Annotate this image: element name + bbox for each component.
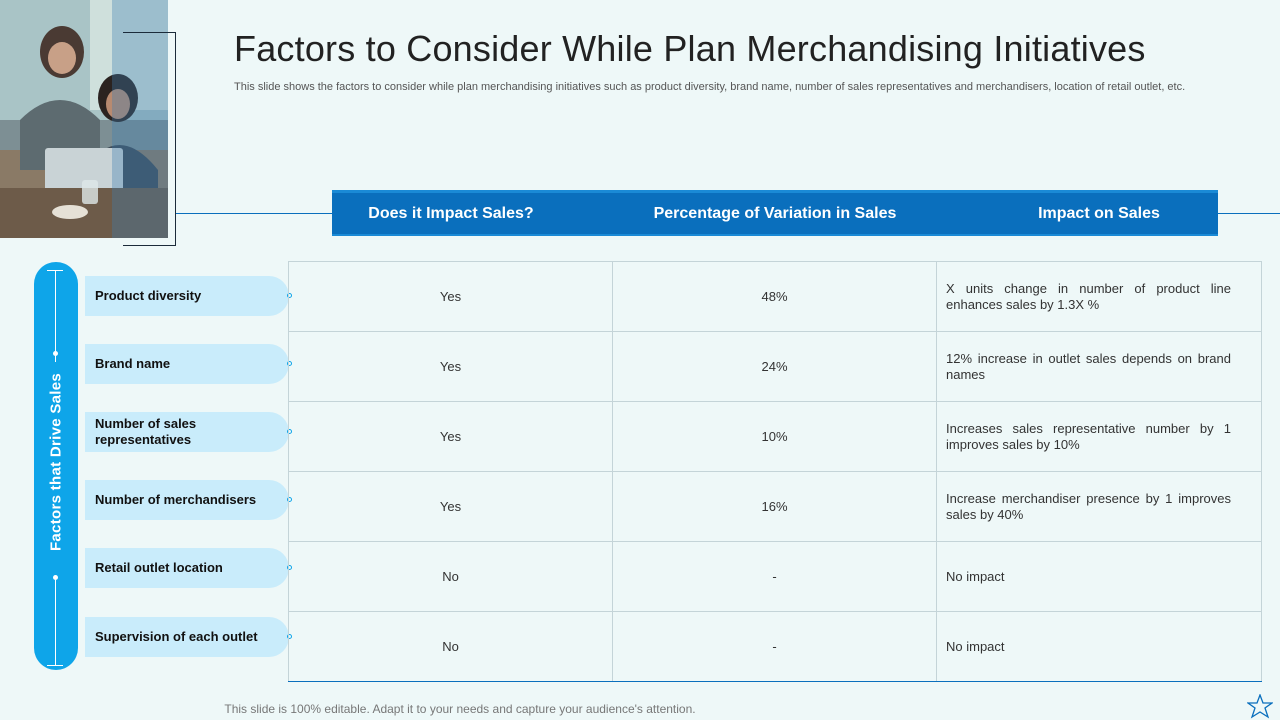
variation-cell: - <box>612 611 937 682</box>
header-photo <box>0 0 168 238</box>
impact-cell: No <box>288 611 613 682</box>
factors-table: Yes 48% X units change in number of prod… <box>288 261 1262 682</box>
description-cell: Increase merchandiser presence by 1 impr… <box>936 471 1262 542</box>
table-row: Yes 24% 12% increase in outlet sales dep… <box>288 331 1262 402</box>
side-bar-line-top <box>55 270 56 362</box>
table-row: No - No impact <box>288 611 1262 682</box>
header-line-right <box>1217 213 1280 214</box>
table-header: Does it Impact Sales? Percentage of Vari… <box>332 190 1218 236</box>
factor-label: Retail outlet location <box>85 548 292 588</box>
table-row: Yes 48% X units change in number of prod… <box>288 261 1262 332</box>
side-bar-tick-bottom <box>47 665 63 666</box>
side-bar-line-bottom <box>55 580 56 666</box>
factor-label: Supervision of each outlet <box>85 617 292 657</box>
header-col-impact: Does it Impact Sales? <box>368 205 534 222</box>
description-cell: 12% increase in outlet sales depends on … <box>936 331 1262 402</box>
variation-cell: 10% <box>612 401 937 472</box>
side-bar-dot-top <box>53 351 58 356</box>
factor-label: Number of sales representatives <box>85 412 292 452</box>
variation-cell: 16% <box>612 471 937 542</box>
page-title: Factors to Consider While Plan Merchandi… <box>234 28 1146 69</box>
description-cell: Increases sales representative number by… <box>936 401 1262 472</box>
photo-frame <box>123 32 176 246</box>
page-subtitle: This slide shows the factors to consider… <box>234 81 1186 93</box>
variation-cell: - <box>612 541 937 612</box>
factor-label: Number of merchandisers <box>85 480 292 520</box>
footer-note: This slide is 100% editable. Adapt it to… <box>224 702 696 716</box>
header-col-impact-on-sales: Impact on Sales <box>1038 205 1160 222</box>
description-cell: No impact <box>936 611 1262 682</box>
side-label-bar: Factors that Drive Sales <box>34 262 78 670</box>
header-line-left <box>176 213 333 214</box>
impact-cell: Yes <box>288 331 613 402</box>
star-icon[interactable] <box>1247 694 1273 720</box>
impact-cell: Yes <box>288 261 613 332</box>
impact-cell: Yes <box>288 401 613 472</box>
factor-label: Brand name <box>85 344 292 384</box>
variation-cell: 24% <box>612 331 937 402</box>
description-cell: No impact <box>936 541 1262 612</box>
description-cell: X units change in number of product line… <box>936 261 1262 332</box>
header-col-variation: Percentage of Variation in Sales <box>653 205 897 222</box>
impact-cell: No <box>288 541 613 612</box>
table-row: Yes 10% Increases sales representative n… <box>288 401 1262 472</box>
side-label: Factors that Drive Sales <box>47 372 65 552</box>
variation-cell: 48% <box>612 261 937 332</box>
impact-cell: Yes <box>288 471 613 542</box>
table-row: Yes 16% Increase merchandiser presence b… <box>288 471 1262 542</box>
factor-label: Product diversity <box>85 276 292 316</box>
table-row: No - No impact <box>288 541 1262 612</box>
side-bar-dot-bottom <box>53 575 58 580</box>
